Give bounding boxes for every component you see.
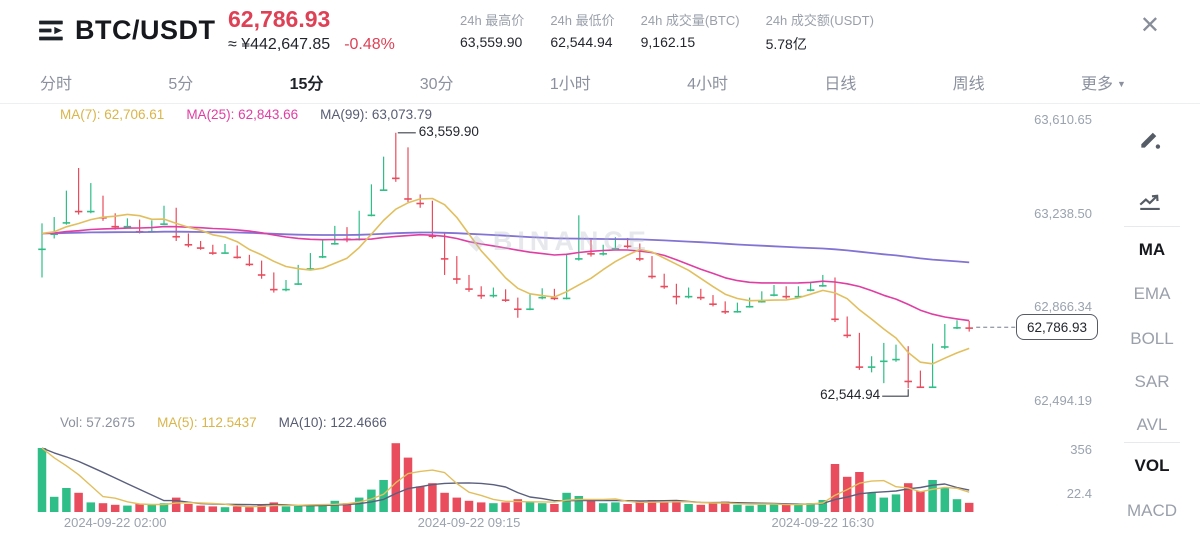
ticker-stat: 24h 最高价 63,559.90 [460, 10, 524, 54]
pencil-icon[interactable] [1137, 126, 1167, 156]
price-axis-label: 63,238.50 [1034, 205, 1092, 221]
binance-watermark: ◆ BINANCE [468, 226, 651, 257]
time-axis-label: 2024-09-22 02:00 [63, 515, 167, 530]
last-price: 62,786.93 [228, 6, 331, 32]
tab-日线[interactable]: 日线 [824, 76, 857, 93]
tab-分时[interactable]: 分时 [40, 76, 73, 93]
sidebar-divider [1124, 226, 1180, 227]
indicator-macd[interactable]: MACD [1126, 501, 1178, 520]
binance-watermark-text: BINANCE [492, 226, 651, 256]
indicator-ema[interactable]: EMA [1133, 284, 1171, 303]
volume-axis-label: 356 [1070, 442, 1092, 457]
ticker-stat-value: 62,544.94 [550, 34, 613, 50]
annotation-high: 63,559.90 [418, 123, 479, 139]
volume-legend: Vol: 57.2675 MA(5): 112.5437 MA(10): 122.4… [60, 415, 387, 430]
tab-1小时[interactable]: 1小时 [549, 76, 591, 93]
vol-legend-item: MA(10): 122.4666 [278, 415, 387, 430]
volume-axis-label: 22.4 [1066, 486, 1092, 501]
price-axis-label: 63,610.65 [1034, 112, 1092, 127]
chart-region: ◆ BINANCE MA(7): 62,706.61 MA(25): 62,843… [0, 104, 1200, 540]
timeframe-tabs: 分时 5分 15分 30分 1小时 4小时 日线 周线 更多 ▼ [0, 61, 1200, 104]
ma-legend-item: MA(7): 62,706.61 [60, 107, 165, 122]
last-price-tag: 62,786.93 [1016, 314, 1098, 341]
ma-legend-item: MA(25): 62,843.66 [186, 107, 299, 122]
change-percent: -0.48% [344, 36, 395, 53]
ticker-stat: 24h 最低价 62,544.94 [550, 10, 614, 54]
indicator-avl[interactable]: AVL [1136, 415, 1168, 434]
price-axis-label: 62,494.19 [1034, 393, 1092, 408]
ma-legend-item: MA(99): 63,073.79 [320, 107, 432, 122]
price-axis-label: 62,866.34 [1034, 299, 1092, 315]
vol-legend-item: Vol: 57.2675 [60, 415, 136, 430]
ma-legend: MA(7): 62,706.61 MA(25): 62,843.66 MA(99):… [60, 107, 432, 122]
binance-diamond-logo: ◆ [468, 228, 485, 254]
tab-15分[interactable]: 15分 [289, 76, 324, 93]
ticker-stat: 24h 成交额(USDT) 5.78亿 [766, 10, 874, 54]
ticker-stat: 24h 成交量(BTC) 9,162.15 [641, 10, 740, 54]
time-axis-label: 2024-09-22 16:30 [771, 515, 875, 530]
tab-more[interactable]: 更多 ▼ [1081, 76, 1126, 93]
ticker-stats: 24h 最高价 63,559.90 24h 最低价 62,544.94 24h 成交量(… [460, 10, 874, 54]
chevron-down-icon: ▼ [1117, 79, 1126, 89]
time-axis-label: 2024-09-22 09:15 [417, 515, 521, 530]
vol-legend-item: MA(5): 112.5437 [157, 415, 257, 430]
sidebar-divider [1124, 442, 1180, 443]
tab-周线[interactable]: 周线 [952, 76, 985, 93]
kline-icon[interactable] [1137, 190, 1167, 220]
ticker-stat-value: 9,162.15 [640, 34, 696, 50]
tab-5分[interactable]: 5分 [168, 76, 194, 93]
pair-title: BTC/USDT [75, 15, 216, 45]
tab-30分[interactable]: 30分 [419, 76, 454, 93]
candlestick-chart[interactable] [0, 104, 1105, 540]
indicator-sar[interactable]: SAR [1134, 372, 1170, 391]
indicator-ma[interactable]: MA [1138, 240, 1166, 259]
ticker-stat-value: 5.78亿 [765, 36, 807, 52]
pair-menu-icon[interactable] [38, 17, 65, 44]
ticker-stat-label: 24h 成交量(BTC) [640, 13, 740, 28]
indicator-vol[interactable]: VOL [1134, 456, 1170, 475]
annotation-low: 62,544.94 [820, 387, 881, 403]
indicator-boll[interactable]: BOLL [1130, 329, 1174, 348]
ticker-stat-value: 63,559.90 [460, 34, 523, 50]
tab-4小时[interactable]: 4小时 [687, 76, 728, 93]
fiat-price: ≈ ¥442,647.85 [228, 36, 331, 53]
close-icon[interactable]: ✕ [1139, 12, 1160, 39]
header: BTC/USDT 62,786.93 ≈ ¥442,647.85 -0.48% … [0, 0, 1200, 62]
ticker-stat-label: 24h 成交额(USDT) [765, 13, 874, 28]
indicator-sidebar: MA EMA BOLL SAR AVL VOL MACD [1104, 104, 1200, 540]
ticker-stat-label: 24h 最高价 [460, 13, 525, 28]
ticker-stat-label: 24h 最低价 [550, 13, 615, 28]
